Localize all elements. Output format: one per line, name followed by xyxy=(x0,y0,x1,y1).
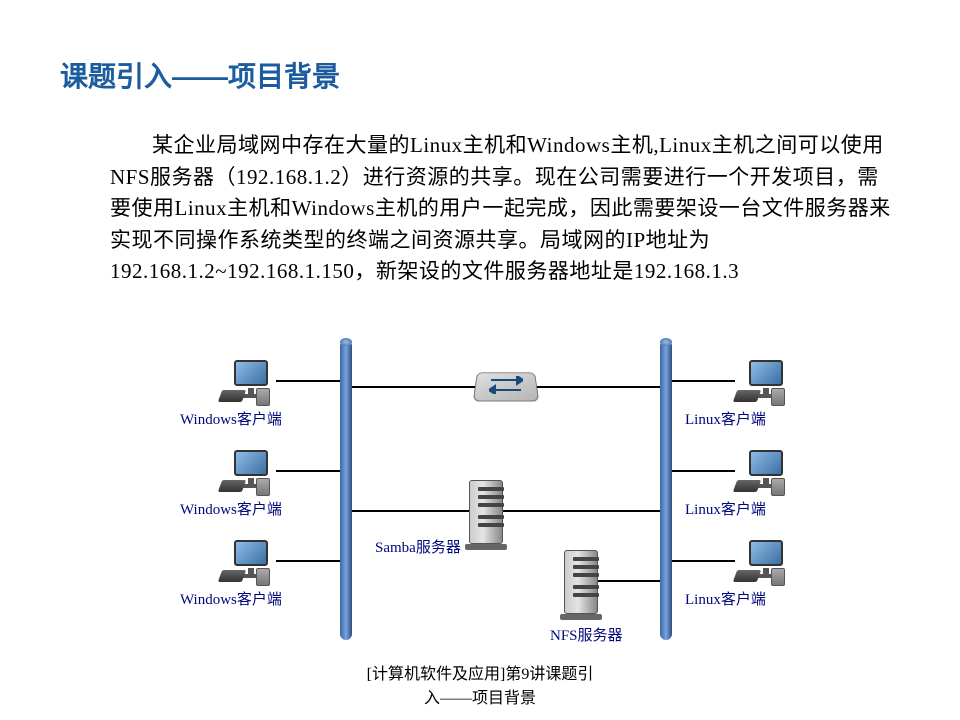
connection-line xyxy=(672,470,735,472)
right-bus xyxy=(660,340,672,640)
linux-client-2 xyxy=(735,540,791,586)
samba-server-label: Samba服务器 xyxy=(375,536,461,557)
linux-client-1 xyxy=(735,450,791,496)
windows-client-2 xyxy=(220,540,276,586)
linux-client-0 xyxy=(735,360,791,406)
connection-line xyxy=(276,560,340,562)
windows-client-1 xyxy=(220,450,276,496)
windows-client-label-2: Windows客户端 xyxy=(180,588,282,609)
linux-client-label-0: Linux客户端 xyxy=(685,408,766,429)
router-icon xyxy=(475,370,537,402)
connection-line xyxy=(352,510,469,512)
connection-line xyxy=(598,580,660,582)
network-diagram: Windows客户端 Windows客户端 Windows客户端 Linux客户端 Li… xyxy=(180,330,800,670)
footer: [计算机软件及应用]第9讲课题引 入——项目背景 xyxy=(0,660,960,708)
connection-line xyxy=(537,386,660,388)
footer-line1: [计算机软件及应用]第9讲课题引 xyxy=(367,666,594,683)
left-bus xyxy=(340,340,352,640)
paragraph-body: 某企业局域网中存在大量的Linux主机和Windows主机,Linux主机之间可… xyxy=(110,130,900,288)
samba-server-icon xyxy=(465,480,507,550)
linux-client-label-2: Linux客户端 xyxy=(685,588,766,609)
connection-line xyxy=(352,386,475,388)
windows-client-label-1: Windows客户端 xyxy=(180,498,282,519)
nfs-server-label: NFS服务器 xyxy=(550,624,623,645)
windows-client-label-0: Windows客户端 xyxy=(180,408,282,429)
linux-client-label-1: Linux客户端 xyxy=(685,498,766,519)
connection-line xyxy=(276,380,340,382)
connection-line xyxy=(503,510,660,512)
nfs-server-icon xyxy=(560,550,602,620)
footer-line2: 入——项目背景 xyxy=(424,690,536,707)
page-title: 课题引入——项目背景 xyxy=(60,55,340,95)
connection-line xyxy=(672,380,735,382)
connection-line xyxy=(276,470,340,472)
windows-client-0 xyxy=(220,360,276,406)
connection-line xyxy=(672,560,735,562)
